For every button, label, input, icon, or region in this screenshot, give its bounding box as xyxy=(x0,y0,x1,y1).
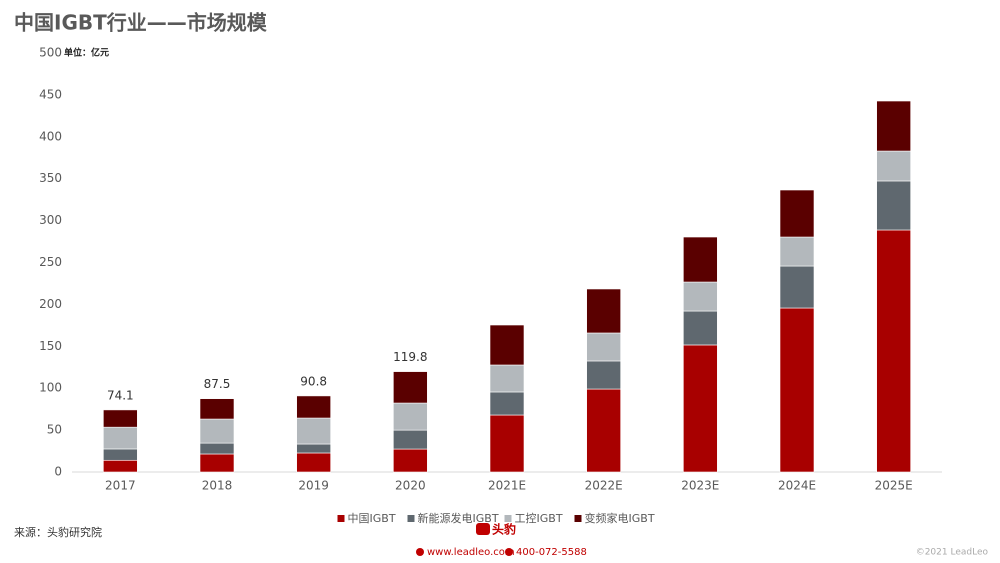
bar-segment xyxy=(103,426,138,450)
x-tick-label: 2017 xyxy=(105,479,136,493)
y-tick-label: 450 xyxy=(39,87,62,101)
bar-segment xyxy=(876,229,911,473)
x-tick-label: 2022E xyxy=(585,479,623,493)
bar-segment xyxy=(876,100,911,152)
y-tick-label: 0 xyxy=(54,465,62,479)
bar-segment xyxy=(683,310,718,346)
bar-segment xyxy=(779,307,815,473)
bar-segment xyxy=(393,371,428,404)
bar-segment xyxy=(683,236,718,283)
bar-segment xyxy=(683,344,718,473)
y-tick-label: 250 xyxy=(39,255,62,269)
bar-segment xyxy=(103,409,138,428)
total-label: 90.8 xyxy=(300,374,327,388)
legend-label: 变频家电IGBT xyxy=(585,511,655,525)
logo: 头豹 xyxy=(492,522,516,537)
bar-segment xyxy=(296,395,331,419)
bar-segment xyxy=(779,189,815,238)
legend-label: 工控IGBT xyxy=(515,511,563,525)
bar-segment xyxy=(393,429,428,450)
bar-segment xyxy=(489,324,525,366)
bar-segment xyxy=(586,360,621,390)
bar-segment xyxy=(103,459,138,473)
x-tick-label: 2025E xyxy=(875,479,913,493)
bar-segment xyxy=(296,417,331,445)
bar-segment xyxy=(296,443,331,454)
chart-title: 中国IGBT行业——市场规模 xyxy=(14,11,268,35)
bar-segment xyxy=(393,402,428,431)
x-tick-label: 2023E xyxy=(681,479,719,493)
phone: 400-072-5588 xyxy=(516,547,587,558)
legend-label: 新能源发电IGBT xyxy=(418,511,499,525)
bar-segment xyxy=(199,442,235,455)
y-tick-label: 50 xyxy=(47,423,62,437)
bar-segment xyxy=(876,150,911,182)
legend-marker xyxy=(574,515,582,522)
logo-icon xyxy=(476,523,490,535)
legend-marker xyxy=(504,515,512,522)
x-tick-label: 2018 xyxy=(202,479,233,493)
y-tick-label: 100 xyxy=(39,381,62,395)
bar-segment xyxy=(876,180,911,231)
legend-marker xyxy=(337,515,345,522)
bar-segment xyxy=(586,288,621,334)
y-tick-label: 300 xyxy=(39,213,62,227)
x-tick-label: 2020 xyxy=(395,479,426,493)
bar-segment xyxy=(779,265,815,309)
bar-segment xyxy=(489,391,525,416)
bar-segment xyxy=(489,364,525,393)
y-tick-label: 400 xyxy=(39,129,62,143)
source: 来源：头豹研究院 xyxy=(14,525,102,539)
bar-segment xyxy=(586,332,621,362)
total-label: 119.8 xyxy=(393,350,427,364)
bar-segment xyxy=(586,388,621,473)
phone-icon xyxy=(505,548,513,556)
y-tick-label: 150 xyxy=(39,339,62,353)
legend-label: 中国IGBT xyxy=(348,512,396,525)
legend-marker xyxy=(407,515,415,522)
bar-segment xyxy=(779,236,815,267)
y-tick-label: 350 xyxy=(39,171,62,185)
bar-segment xyxy=(683,281,718,312)
unit-label: 单位：亿元 xyxy=(64,47,109,59)
y-tick-label: 500 xyxy=(39,46,62,60)
bar-segment xyxy=(103,448,138,461)
y-tick-label: 200 xyxy=(39,297,62,311)
bar-segment xyxy=(199,453,235,473)
x-tick-label: 2024E xyxy=(778,479,816,493)
x-tick-label: 2021E xyxy=(488,479,526,493)
web-icon xyxy=(416,548,424,556)
x-tick-label: 2019 xyxy=(298,479,329,493)
bar-segment xyxy=(489,414,525,473)
bar-segment xyxy=(393,448,428,473)
bar-segment xyxy=(199,398,235,420)
bar-segment xyxy=(199,418,235,444)
bar-segment xyxy=(296,452,331,473)
website: www.leadleo.com xyxy=(427,547,515,558)
total-label: 87.5 xyxy=(204,377,231,391)
total-label: 74.1 xyxy=(107,388,134,402)
copyright: ©2021 LeadLeo xyxy=(916,548,989,558)
